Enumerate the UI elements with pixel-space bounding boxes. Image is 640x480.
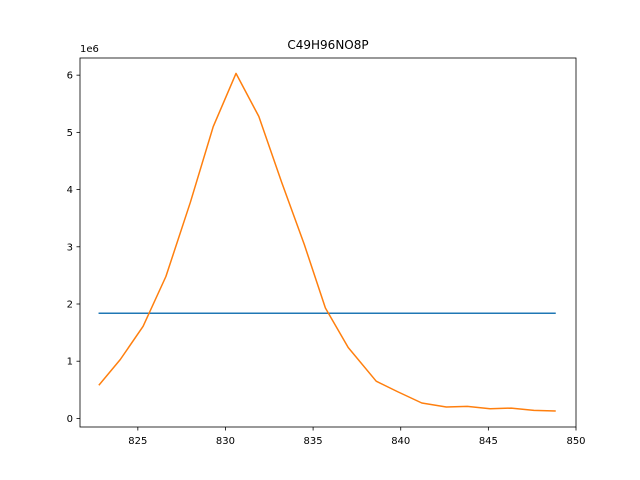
axes-frame	[79, 57, 577, 428]
x-tick-label: 835	[304, 436, 323, 447]
y-tick-label: 0	[67, 414, 73, 425]
series-line-2	[98, 72, 556, 412]
plot-area: 825 830 835 840 845 850 0 1 2 3 4 5 6	[67, 57, 586, 447]
y-tick-label: 6	[67, 71, 73, 82]
y-tick-label: 4	[67, 185, 73, 196]
x-tick-label: 845	[479, 436, 498, 447]
chart-title: C49H96NO8P	[287, 38, 368, 52]
x-tick-label: 850	[566, 436, 585, 447]
y-tick-label: 2	[67, 300, 73, 311]
y-tick-label: 3	[67, 242, 73, 253]
y-tick-label: 5	[67, 128, 73, 139]
x-tick-label: 840	[391, 436, 410, 447]
y-tick-label: 1	[67, 357, 73, 368]
x-tick-label: 830	[216, 436, 235, 447]
x-tick-label: 825	[128, 436, 147, 447]
y-offset-label: 1e6	[80, 44, 99, 55]
